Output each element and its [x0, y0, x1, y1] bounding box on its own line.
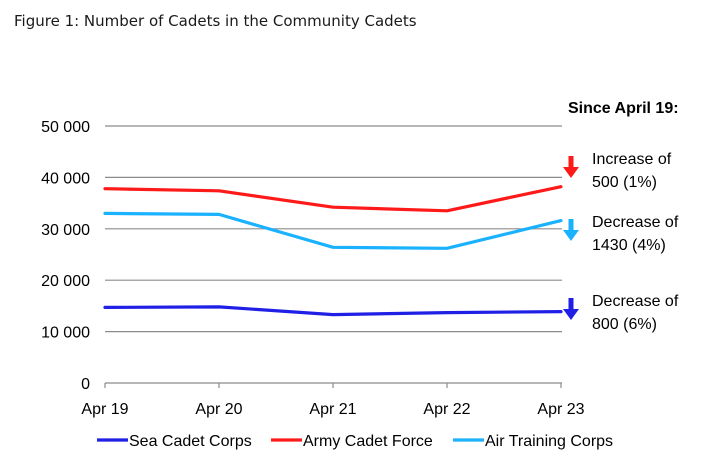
legend: Sea Cadet Corps Army Cadet Force Air Train…	[97, 433, 613, 450]
legend-label: Sea Cadet Corps	[129, 433, 252, 450]
x-tick-label: Apr 20	[195, 401, 242, 418]
series-line-army-cadet-force	[103, 185, 563, 213]
x-tick-label: Apr 23	[537, 401, 584, 418]
annotation-line2: 800 (6%)	[592, 316, 657, 333]
x-tick-label: Apr 22	[423, 401, 470, 418]
y-tick-label: 10 000	[41, 325, 90, 342]
y-tick-label: 50 000	[41, 119, 90, 136]
legend-label: Army Cadet Force	[303, 433, 433, 450]
y-tick-label: 0	[81, 376, 90, 393]
x-axis	[104, 382, 562, 388]
arrow-down-icon-head	[563, 309, 579, 320]
annotation-line1: Decrease of	[592, 214, 679, 231]
arrow-down-icon	[568, 298, 574, 310]
annotation-line2: 1430 (4%)	[592, 237, 666, 254]
annotations: Since April 19: Increase of 500 (1%) Decrea…	[563, 100, 679, 333]
y-tick-labels: 0 10 000 20 000 30 000 40 000 50 000	[41, 119, 90, 393]
arrow-down-icon	[568, 156, 574, 168]
series-line-sea-cadet-corps	[103, 305, 563, 317]
y-tick-label: 40 000	[41, 170, 90, 187]
figure-title: Figure 1: Number of Cadets in the Commun…	[14, 12, 417, 30]
annotation-line1: Increase of	[592, 151, 672, 168]
y-tick-label: 30 000	[41, 222, 90, 239]
gridlines	[105, 125, 562, 333]
legend-label: Air Training Corps	[485, 433, 613, 450]
annotation-line1: Decrease of	[592, 293, 679, 310]
arrow-down-icon-head	[563, 230, 579, 241]
arrow-down-icon-head	[563, 167, 579, 178]
x-tick-label: Apr 19	[81, 401, 128, 418]
annotation-header: Since April 19:	[568, 100, 679, 117]
y-tick-label: 20 000	[41, 273, 90, 290]
series-line-air-training-corps	[103, 211, 563, 250]
x-tick-labels: Apr 19 Apr 20 Apr 21 Apr 22 Apr 23	[81, 401, 584, 418]
arrow-down-icon	[568, 219, 574, 231]
annotation-line2: 500 (1%)	[592, 174, 657, 191]
x-tick-label: Apr 21	[309, 401, 356, 418]
series-lines	[103, 185, 563, 317]
